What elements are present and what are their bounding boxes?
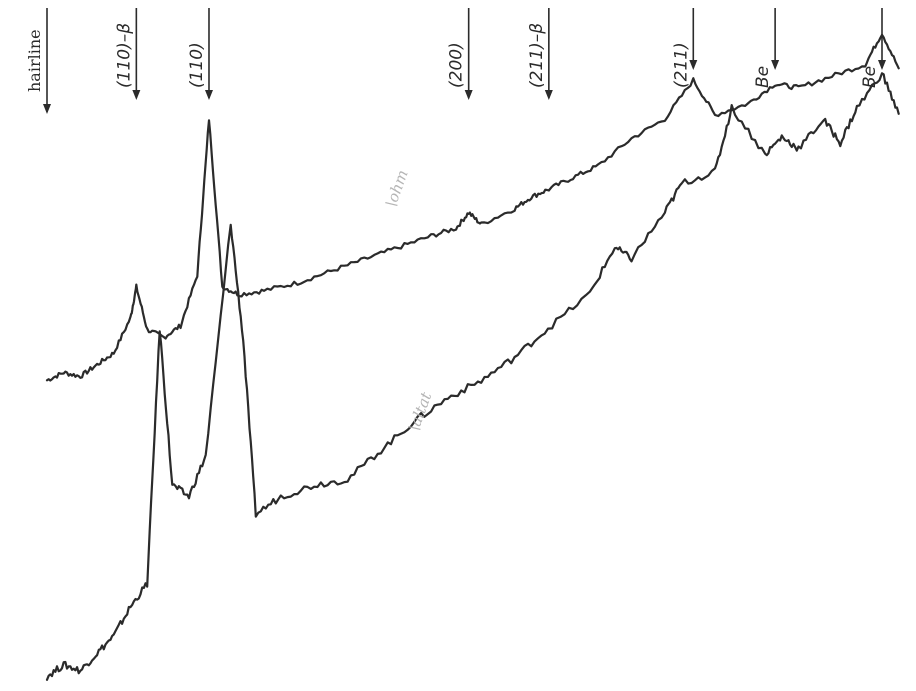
marker-1: (110)–β <box>114 8 141 100</box>
marker-arrowhead <box>771 60 780 70</box>
trace-1 <box>45 72 900 681</box>
marker-label: hairline <box>25 29 44 92</box>
marker-label: Be <box>753 66 773 88</box>
handwritten-annotations: \ohm \altat <box>382 168 436 434</box>
marker-2: (110) <box>187 8 213 100</box>
marker-6: Be <box>753 8 780 88</box>
marker-arrowhead <box>204 90 213 100</box>
marker-arrowhead <box>689 60 698 70</box>
marker-arrowhead <box>544 90 553 100</box>
marker-label: Be <box>860 66 880 88</box>
marker-4: (211)–β <box>527 8 553 100</box>
annotation-upper: \ohm <box>382 168 412 210</box>
peak-markers: hairline (110)–β (110) (200) (211)–β (211) Be B… <box>25 8 886 114</box>
marker-label: (110) <box>187 42 207 88</box>
marker-arrowhead <box>878 60 886 70</box>
diffraction-traces <box>45 33 900 681</box>
marker-arrowhead <box>43 104 51 114</box>
marker-3: (200) <box>447 8 473 100</box>
marker-arrowhead <box>464 90 473 100</box>
marker-label: (211)–β <box>527 23 547 88</box>
marker-arrowhead <box>132 90 141 100</box>
marker-5: (211) <box>671 8 698 88</box>
trace-0 <box>45 33 900 382</box>
marker-label: (211) <box>671 42 691 88</box>
marker-label: (200) <box>447 42 467 88</box>
marker-0: hairline <box>25 8 51 114</box>
marker-label: (110)–β <box>114 23 134 88</box>
